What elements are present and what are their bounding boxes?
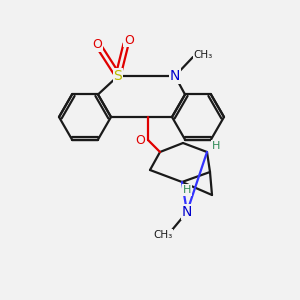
Text: N: N [170, 69, 180, 83]
Text: CH₃: CH₃ [194, 50, 213, 60]
Text: O: O [135, 134, 145, 146]
Text: N: N [182, 205, 192, 219]
Text: H: H [183, 185, 191, 195]
Text: O: O [124, 34, 134, 46]
Text: S: S [114, 69, 122, 83]
Text: O: O [92, 38, 102, 52]
Text: CH₃: CH₃ [153, 230, 172, 240]
Text: H: H [212, 141, 220, 151]
